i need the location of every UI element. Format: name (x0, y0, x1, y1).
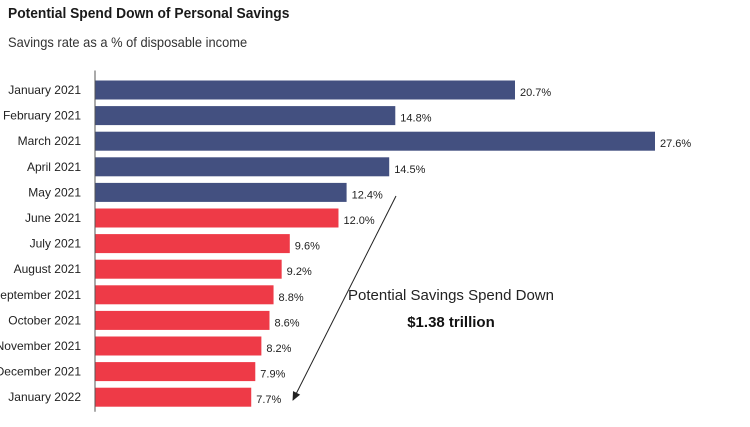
bars-group: January 2021 20.7% February 2021 14.8% March… (0, 80, 691, 407)
value-label: 8.6% (274, 317, 299, 329)
bar-october-2021 (95, 310, 270, 330)
category-label: June 2021 (25, 211, 81, 225)
value-label: 12.4% (352, 189, 383, 201)
bar-february-2021 (95, 106, 396, 126)
bar-april-2021 (95, 157, 390, 177)
bar-january-2022 (95, 387, 252, 407)
bar-july-2021 (95, 234, 290, 254)
value-label: 9.6% (295, 241, 320, 253)
category-label: March 2021 (18, 134, 82, 148)
value-label: 7.9% (260, 369, 285, 381)
annotation-text: Potential Savings Spend Down (348, 287, 554, 304)
bar-december-2021 (95, 362, 256, 382)
category-label: December 2021 (0, 365, 81, 379)
chart-title: Potential Spend Down of Personal Savings (8, 5, 290, 22)
category-label: April 2021 (27, 160, 81, 174)
value-label: 8.8% (279, 292, 304, 304)
value-label: 8.2% (266, 343, 291, 355)
bar-november-2021 (95, 336, 262, 356)
category-label: May 2021 (28, 185, 81, 199)
spend-down-arrow (292, 195, 397, 401)
bar-march-2021 (95, 131, 655, 151)
annotation-value: $1.38 trillion (407, 314, 495, 331)
category-label: July 2021 (30, 237, 82, 251)
bar-january-2021 (95, 80, 515, 100)
category-label: November 2021 (0, 339, 81, 353)
bar-may-2021 (95, 182, 347, 202)
category-label: January 2022 (8, 390, 81, 404)
category-label: January 2021 (8, 83, 81, 97)
category-label: October 2021 (8, 313, 81, 327)
value-label: 12.0% (343, 215, 374, 227)
category-label: February 2021 (3, 109, 81, 123)
value-label: 7.7% (256, 394, 281, 406)
category-label: August 2021 (14, 262, 82, 276)
value-label: 20.7% (520, 87, 551, 99)
value-label: 14.5% (394, 164, 425, 176)
chart-subtitle: Savings rate as a % of disposable income (8, 34, 248, 50)
bar-june-2021 (95, 208, 339, 228)
value-label: 27.6% (660, 138, 691, 150)
bar-september-2021 (95, 285, 274, 305)
bar-august-2021 (95, 259, 282, 279)
value-label: 9.2% (287, 266, 312, 278)
value-label: 14.8% (400, 113, 431, 125)
category-label: September 2021 (0, 288, 81, 302)
